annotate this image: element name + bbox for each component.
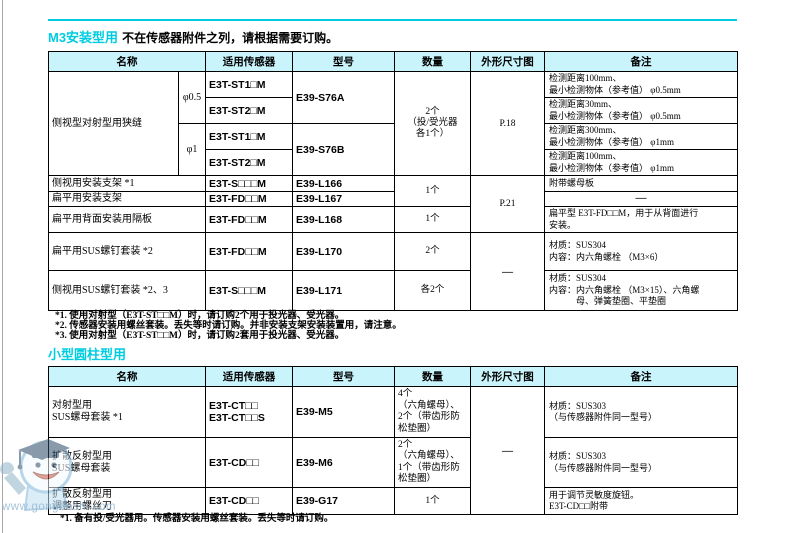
- cell-qty: 2个 （六角螺母）、 1个（带齿形防 松垫圈）: [394, 437, 471, 488]
- cell-sensor: E3T-ST2□M: [205, 149, 293, 176]
- cell-remark: 检测距离100mm、 最小检测物体（参考值） φ0.5mm: [544, 71, 738, 98]
- cell-remark: 材质：SUS304 内容：内六角螺栓 （M3×6）: [544, 232, 738, 271]
- table-row: 扁平用背面安装用隔板 E3T-FD□□M E39-L168 1个 扁平型 E3T…: [48, 206, 738, 233]
- cell-qty: 2个 （投/受光器 各1个）: [394, 71, 471, 176]
- cell-sensor: E3T-FD□□M: [205, 206, 293, 233]
- cell-model: E39-G17: [292, 487, 395, 515]
- cell-name: 扁平用安装支架: [48, 191, 206, 207]
- table-row: 扩散反射型用 调整用螺丝刀 E3T-CD□□ E39-G17 1个 用于调节灵敏…: [48, 487, 738, 515]
- col-header-name: 名称: [48, 366, 206, 387]
- cylindrical-accessory-table: 名称 适用传感器 型号 数量 外形尺寸图 备注 对射型用 SUS螺母套装 *1 …: [48, 366, 738, 515]
- cell-remark: 附带螺母板: [544, 175, 738, 192]
- cell-sensor: E3T-S□□□M: [205, 175, 293, 192]
- cell-sensor: E3T-CT□□ E3T-CT□□S: [205, 386, 293, 438]
- section1-subtitle: 不在传感器附件之列，请根据需要订购。: [122, 31, 339, 45]
- cell-qty: 1个: [394, 206, 471, 233]
- cell-qty: 1个: [394, 487, 471, 515]
- cell-model: E39-M6: [292, 437, 395, 488]
- col-header-remark: 备注: [544, 51, 738, 72]
- cell-sensor: E3T-S□□□M: [205, 270, 293, 311]
- cell-qty: 1个: [394, 175, 471, 207]
- table-header-row: 名称 适用传感器 型号 数量 外形尺寸图 备注: [48, 51, 738, 72]
- cell-qty: 各2个: [394, 270, 471, 311]
- table-header-row: 名称 适用传感器 型号 数量 外形尺寸图 备注: [48, 366, 738, 387]
- cell-qty: 2个: [394, 232, 471, 271]
- cell-dim-page: P.18: [470, 71, 545, 176]
- cell-remark: 材质：SUS303 （与传感器附件同一型号）: [544, 386, 738, 438]
- cell-model: E39-M5: [292, 386, 395, 438]
- footnote: *1. 使用对射型（E3T-ST□□M）时，请订购2个用于投光器、受光器。: [55, 311, 345, 321]
- cell-name: 扁平用SUS螺钉套装 *2: [48, 232, 206, 271]
- page-edge-line: [2, 0, 3, 533]
- cell-sensor: E3T-CD□□: [205, 437, 293, 488]
- col-header-dim: 外形尺寸图: [470, 366, 545, 387]
- cell-remark: 检测距离300mm、 最小检测物体（参考值） φ1mm: [544, 123, 738, 150]
- table-row: 扩散反射型用 SUS螺母套装 E3T-CD□□ E39-M6 2个 （六角螺母）…: [48, 437, 738, 488]
- col-header-remark: 备注: [544, 366, 738, 387]
- cell-model: E39-L168: [292, 206, 395, 233]
- cell-qty: 4个 （六角螺母）、 2个（带齿形防 松垫圈）: [394, 386, 471, 438]
- section1-title-highlight: M3安装型用: [48, 30, 119, 45]
- cell-sensor: E3T-FD□□M: [205, 191, 293, 207]
- table1-footnotes: *1. 使用对射型（E3T-ST□□M）时，请订购2个用于投光器、受光器。 *2…: [55, 311, 402, 341]
- table-row: E3T-ST2□M 检测距离30mm、 最小检测物体（参考值） φ0.5mm: [49, 97, 738, 124]
- col-header-dim: 外形尺寸图: [470, 51, 545, 72]
- cell-dim-dash: —: [470, 232, 545, 311]
- col-header-qty: 数量: [394, 51, 471, 72]
- section2-title: 小型圆柱型用: [48, 347, 126, 362]
- table-row: 对射型用 SUS螺母套装 *1 E3T-CT□□ E3T-CT□□S E39-M…: [48, 386, 738, 515]
- cell-sensor: E3T-FD□□M: [205, 232, 293, 271]
- m3-accessory-table: 名称 适用传感器 型号 数量 外形尺寸图 备注 侧视型对射型用狭缝 φ0.5 E…: [48, 51, 738, 311]
- table-row: 侧视用SUS螺钉套装 *2、3 E3T-S□□□M E39-L171 各2个 材…: [48, 270, 738, 311]
- table-row: 侧视用安装支架 *1 E3T-S□□□M E39-L166 1个 P.21 附带…: [48, 175, 738, 233]
- footnote: *1. 备有投/受光器用。传感器安装用螺丝套装。丢失等时请订购。: [60, 514, 334, 524]
- footnote: *2. 传感器安装用螺丝套装。丢失等时请订购。并非安装支架安装装置用，请注意。: [55, 321, 402, 331]
- table2-footnotes: *1. 备有投/受光器用。传感器安装用螺丝套装。丢失等时请订购。: [60, 514, 333, 524]
- watermark-url: www.gongboshi.com: [2, 501, 116, 513]
- cell-remark: 材质：SUS303 （与传感器附件同一型号）: [544, 437, 738, 488]
- col-header-sensor: 适用传感器: [205, 366, 293, 387]
- cell-model: E39-L171: [292, 270, 395, 311]
- cell-sensor: E3T-CD□□: [205, 487, 293, 515]
- top-accent-rule: [48, 19, 737, 21]
- cell-sensor: E3T-ST1□M: [205, 123, 293, 150]
- table-row: 侧视型对射型用狭缝 φ0.5 E3T-ST1□M E39-S76A 2个 （投/…: [48, 71, 738, 176]
- col-header-sensor: 适用传感器: [205, 51, 293, 72]
- cell-model: E39-L166: [292, 175, 395, 192]
- cell-dim-dash: —: [470, 386, 545, 515]
- cell-name: 扩散反射型用 SUS螺母套装: [48, 437, 206, 488]
- footnote: *3. 使用对射型（E3T-ST□□M）时，请订购2套用于投光器、受光器。: [55, 331, 345, 341]
- cell-model: E39-S76A: [292, 71, 395, 124]
- cell-diameter: φ0.5: [178, 71, 206, 124]
- col-header-name: 名称: [48, 51, 206, 72]
- cell-remark-dash: —: [544, 191, 738, 207]
- cell-diameter: φ1: [178, 123, 206, 176]
- cell-sensor: E3T-ST2□M: [205, 97, 293, 124]
- cell-model: E39-S76B: [292, 123, 395, 176]
- cell-name: 侧视型对射型用狭缝: [48, 71, 179, 176]
- cell-remark: 扁平型 E3T-FD□□M，用于从背面进行 安装。: [544, 206, 738, 233]
- cell-name: 侧视用安装支架 *1: [48, 175, 206, 192]
- cell-dim-page: P.21: [470, 175, 545, 233]
- cell-model: E39-L167: [292, 191, 395, 207]
- cell-name: 扩散反射型用 调整用螺丝刀: [48, 487, 206, 515]
- col-header-model: 型号: [292, 51, 395, 72]
- cell-name: 侧视用SUS螺钉套装 *2、3: [48, 270, 206, 311]
- cell-remark: 材质：SUS304 内容：内六角螺栓 （M3×15）、六角螺 母、弹簧垫圈、平垫…: [544, 270, 738, 311]
- table-row: E3T-ST2□M 检测距离100mm、 最小检测物体（参考值） φ1mm: [49, 149, 738, 176]
- cell-remark: 检测距离100mm、 最小检测物体（参考值） φ1mm: [544, 149, 738, 176]
- col-header-qty: 数量: [394, 366, 471, 387]
- cell-remark: 用于调节灵敏度旋钮。 E3T-CD□□附带: [544, 487, 738, 515]
- section2-title-highlight: 小型圆柱型用: [48, 347, 127, 362]
- col-header-model: 型号: [292, 366, 395, 387]
- section1-title: M3安装型用 不在传感器附件之列，请根据需要订购。: [48, 30, 338, 46]
- cell-name: 对射型用 SUS螺母套装 *1: [48, 386, 206, 438]
- table-row: 扁平用安装支架 E3T-FD□□M E39-L167 —: [48, 191, 738, 207]
- cell-name: 扁平用背面安装用隔板: [48, 206, 206, 233]
- cell-remark: 检测距离30mm、 最小检测物体（参考值） φ0.5mm: [544, 97, 738, 124]
- cell-sensor: E3T-ST1□M: [205, 71, 293, 98]
- table-row: 扁平用SUS螺钉套装 *2 E3T-FD□□M E39-L170 2个 — 材质…: [48, 232, 738, 311]
- cell-model: E39-L170: [292, 232, 395, 271]
